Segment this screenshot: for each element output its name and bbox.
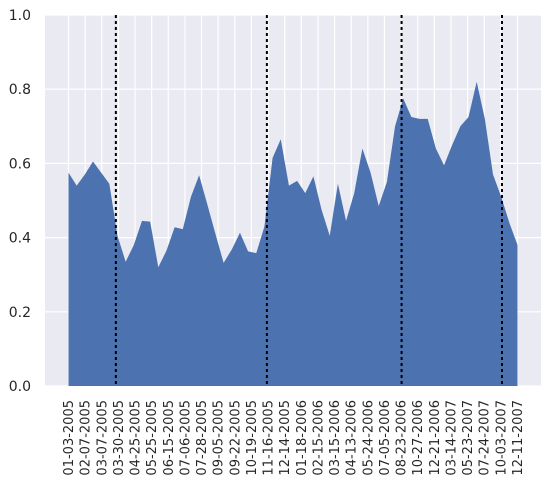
vertical-dashed-lines: [114, 15, 503, 386]
x-axis-ticks: 01-03-2005 02-07-2005 03-07-2005 03-30-2005…: [62, 400, 526, 476]
area-series: [68, 81, 518, 386]
x-tick-label: 03-07-2005: [95, 400, 110, 476]
x-tick-label: 05-24-2006: [361, 400, 376, 476]
y-axis-ticks: 0.0 0.2 0.4 0.6 0.8 1.0: [9, 8, 31, 395]
x-tick-label: 09-22-2005: [228, 400, 243, 476]
y-tick-label: 0.4: [9, 231, 31, 247]
x-tick-label: 07-05-2006: [378, 400, 393, 476]
x-tick-label: 09-05-2005: [212, 400, 227, 476]
x-tick-label: 07-24-2007: [478, 400, 493, 476]
x-tick-label: 08-23-2006: [395, 400, 410, 476]
x-tick-label: 12-14-2005: [278, 400, 293, 476]
x-tick-label: 10-27-2006: [411, 400, 426, 476]
x-tick-label: 10-03-2007: [494, 400, 509, 476]
x-tick-label: 05-23-2007: [461, 400, 476, 476]
x-tick-label: 03-30-2005: [112, 400, 127, 476]
x-tick-label: 03-15-2006: [328, 400, 343, 476]
x-tick-label: 07-06-2005: [178, 400, 193, 476]
x-tick-label: 03-14-2007: [444, 400, 459, 476]
y-tick-label: 1.0: [9, 8, 31, 24]
y-tick-label: 0.2: [9, 305, 31, 321]
x-tick-label: 07-28-2005: [195, 400, 210, 476]
x-tick-label: 02-07-2005: [79, 400, 94, 476]
x-tick-label: 02-15-2006: [311, 400, 326, 476]
x-tick-label: 04-13-2006: [345, 400, 360, 476]
x-tick-label: 01-18-2006: [295, 400, 310, 476]
x-tick-label: 10-19-2005: [245, 400, 260, 476]
y-tick-label: 0.6: [9, 156, 31, 172]
x-tick-label: 01-03-2005: [62, 400, 77, 476]
x-tick-label: 05-25-2005: [145, 400, 160, 476]
x-tick-label: 06-15-2005: [162, 400, 177, 476]
x-tick-label: 12-11-2007: [511, 400, 526, 476]
x-tick-label: 11-16-2005: [262, 400, 277, 476]
x-tick-label: 04-25-2005: [129, 400, 144, 476]
y-tick-label: 0.0: [9, 379, 31, 395]
y-tick-label: 0.8: [9, 82, 31, 98]
x-tick-label: 12-21-2006: [428, 400, 443, 476]
